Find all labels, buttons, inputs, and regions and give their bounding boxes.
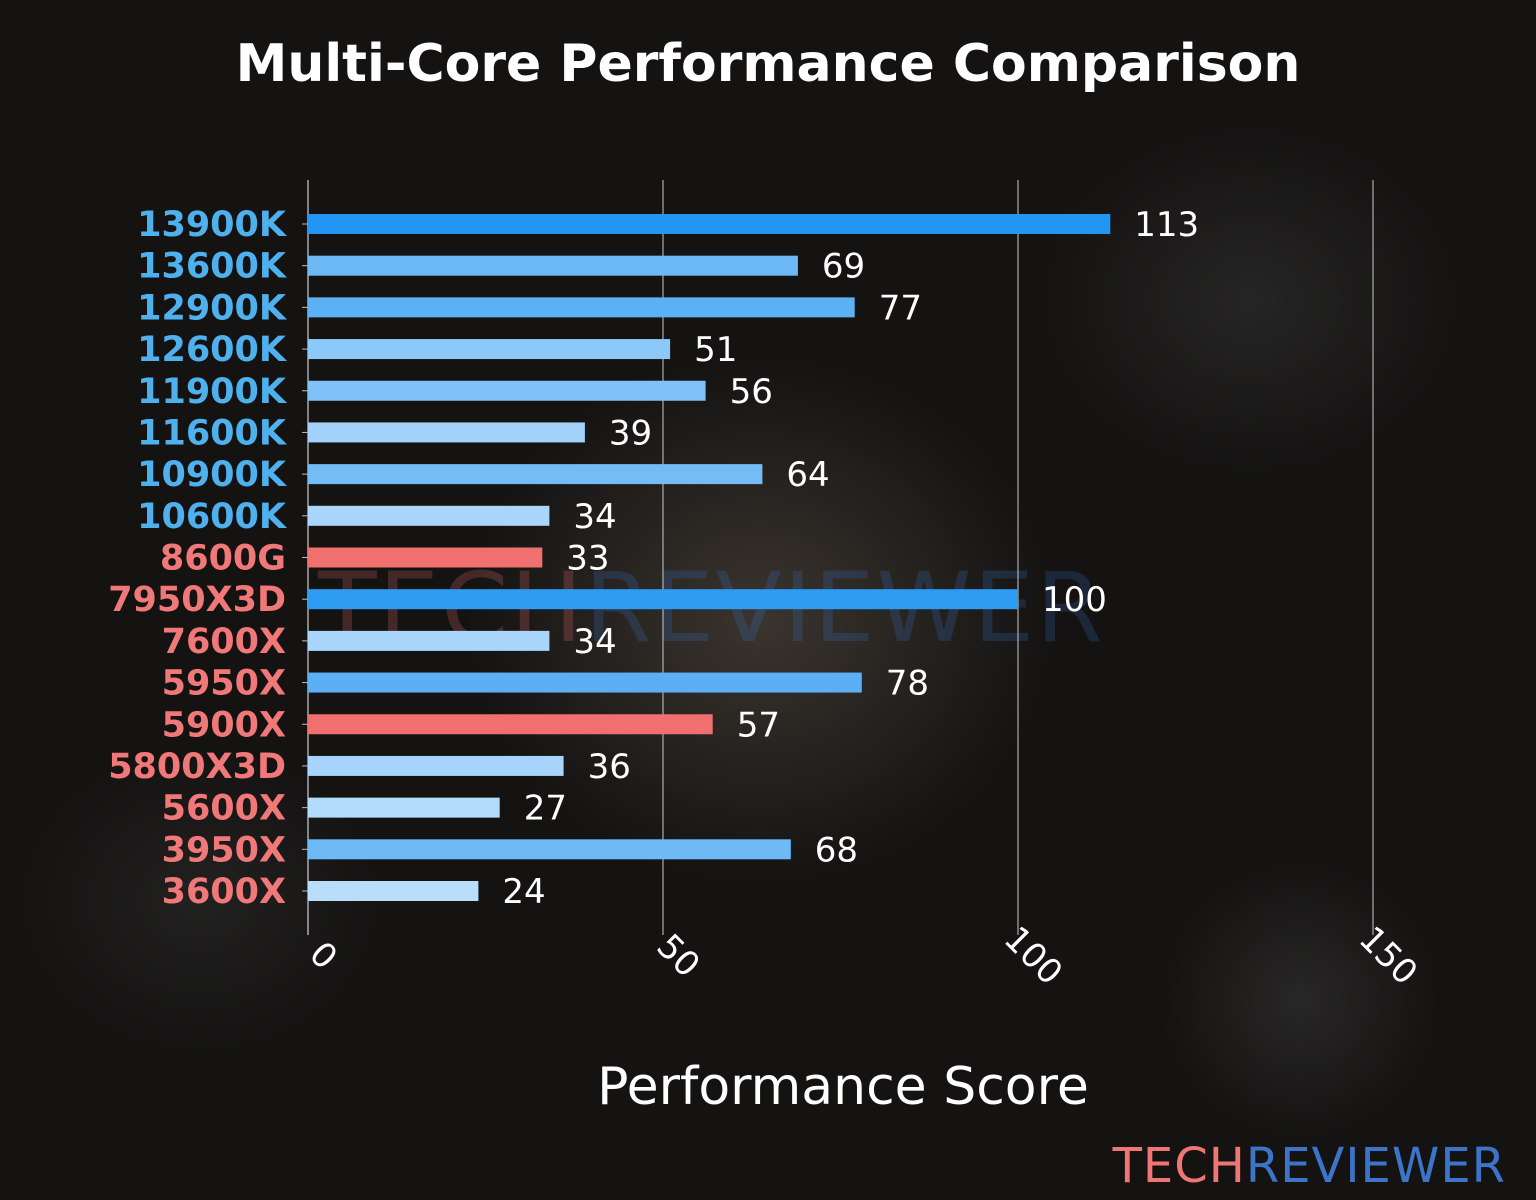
y-tick-label: 12600K [137, 330, 288, 370]
bar [308, 255, 798, 276]
y-tick-label: 5900X [162, 705, 286, 745]
data-label: 34 [573, 497, 616, 537]
y-tick-label: 5600X [162, 789, 286, 829]
x-tick-label: 0 [301, 934, 345, 978]
brand-logo: TECHREVIEWER [1112, 1138, 1506, 1194]
data-label: 39 [609, 413, 652, 453]
y-tick-label: 11600K [137, 413, 288, 453]
y-tick-label: 13900K [137, 205, 288, 245]
chart-title: Multi-Core Performance Comparison [235, 34, 1301, 94]
data-label: 68 [815, 830, 858, 870]
y-tick-label: 12900K [137, 288, 288, 328]
y-tick-label: 5800X3D [108, 747, 286, 787]
data-label: 64 [786, 455, 829, 495]
y-tick-label: 10600K [137, 497, 288, 537]
y-tick-label: 10900K [137, 455, 288, 495]
data-label: 56 [730, 372, 773, 412]
bar [308, 630, 550, 651]
bar [308, 297, 855, 318]
data-label: 78 [886, 664, 929, 704]
x-tick-label: 50 [649, 927, 708, 986]
y-tick-label: 11900K [137, 372, 288, 412]
data-label: 100 [1042, 580, 1107, 620]
data-label: 113 [1134, 205, 1199, 245]
bar [308, 380, 706, 401]
data-label: 36 [588, 747, 631, 787]
data-label: 27 [524, 789, 567, 829]
y-tick-label: 13600K [137, 247, 288, 287]
data-label: 77 [879, 288, 922, 328]
bar [308, 464, 763, 485]
bar [308, 422, 585, 443]
bar [308, 214, 1111, 234]
bar [308, 547, 543, 568]
y-tick-label: 5950X [162, 664, 286, 704]
y-tick-label: 8600G [160, 539, 286, 579]
bar [308, 672, 862, 693]
data-label: 34 [573, 622, 616, 662]
y-tick-label: 3600X [162, 872, 286, 912]
bar [308, 589, 1018, 610]
y-tick-label: 7600X [162, 622, 286, 662]
bar [308, 714, 713, 735]
y-tick-label: 3950X [162, 830, 286, 870]
data-label: 57 [737, 705, 780, 745]
bar [308, 839, 791, 860]
x-axis-label: Performance Score [597, 1057, 1089, 1117]
x-tick-label: 100 [996, 919, 1070, 993]
bar [308, 505, 550, 526]
data-label: 69 [822, 247, 865, 287]
x-tick-label: 150 [1351, 919, 1425, 993]
bar [308, 797, 500, 818]
y-tick-label: 7950X3D [108, 580, 286, 620]
bar [308, 881, 479, 901]
data-label: 33 [566, 539, 609, 579]
data-label: 24 [502, 872, 545, 912]
data-label: 51 [694, 330, 737, 370]
bar [308, 339, 671, 360]
bar [308, 755, 564, 776]
